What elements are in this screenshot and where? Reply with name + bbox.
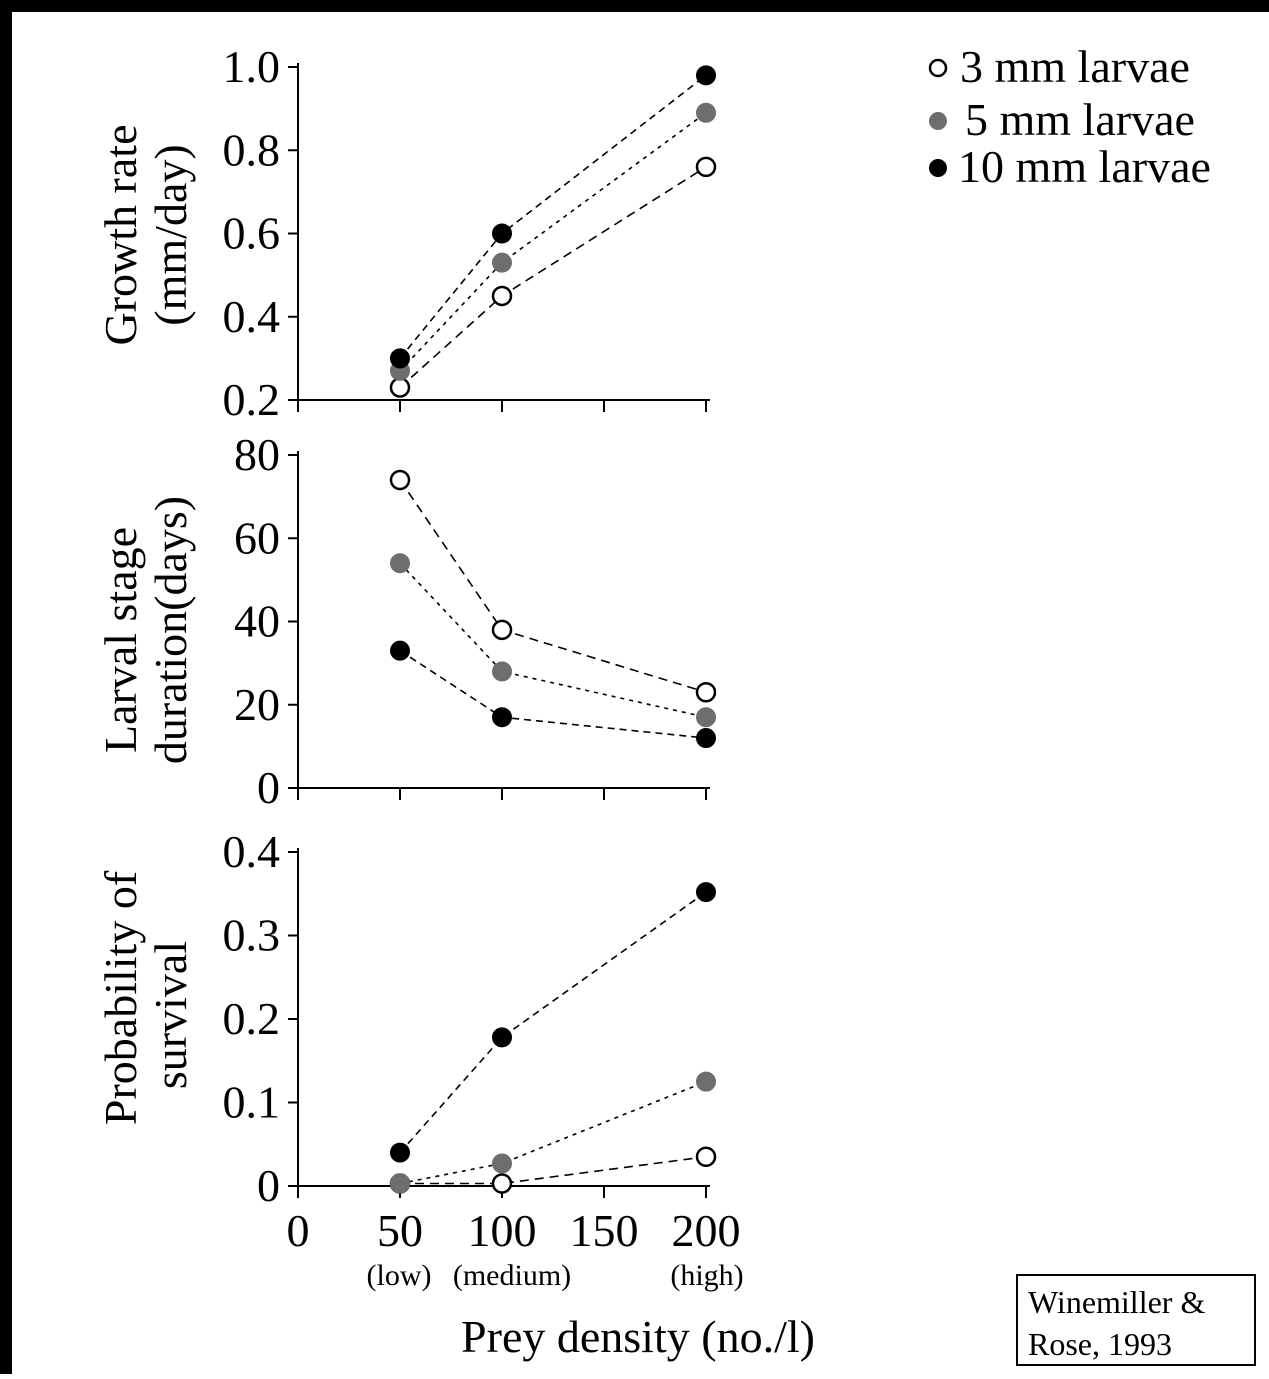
credit-box-border [1016,1274,1256,1366]
x-axis: (low) (medium) (high) Prey density (no./… [367,1259,815,1362]
panel-larval-duration-ytick-label: 60 [234,512,280,563]
panel-survival-point-3mm [695,1146,717,1168]
panel-survival-ytick-label: 0.4 [223,826,281,877]
panel-survival-ylabel-2: survival [145,941,196,1089]
panel-growth-rate-ytick-label: 1.0 [223,41,281,92]
panel-survival-point-3mm [491,1173,513,1194]
panel-larval-duration-ytick-label: 0 [257,762,280,813]
legend: 3 mm larvae 5 mm larvae 10 mm larvae [928,41,1211,192]
panel-survival-point-10mm [492,1027,512,1048]
panel-larval-duration-point-3mm [491,619,513,641]
panel-growth-rate-point-10mm [492,223,512,244]
panel-survival-ytick-label: 0.2 [223,993,281,1044]
x-tick-label: 150 [570,1205,639,1256]
panel-growth-rate-point-5mm [492,252,512,273]
x-axis-label: Prey density (no./l) [461,1311,815,1362]
panel-growth-rate-ytick-label: 0.4 [223,291,281,342]
credit-box: Winemiller & Rose, 1993 [1016,1274,1256,1366]
panel-survival-point-10mm [696,882,716,903]
panel-larval-duration-point-10mm [492,707,512,728]
panel-growth-rate-ytick-label: 0.6 [223,208,281,259]
panel-larval-duration-line-3mm [399,479,707,694]
panel-growth-rate-point-10mm [390,348,410,369]
panel-larval-duration-point-5mm [492,661,512,682]
panel-growth-rate-ytick-label: 0.2 [223,374,281,425]
panel-growth-rate-point-3mm [389,377,411,398]
panel-survival-line-10mm [399,891,707,1154]
panel-growth-rate-point-3mm [491,285,513,307]
panel-larval-duration: Larval stage duration(days) 0 20 40 60 80 [95,429,717,813]
panel-survival-point-5mm [696,1071,716,1092]
panel-growth-rate-line-5mm [399,112,707,372]
panel-larval-duration-point-10mm [696,728,716,749]
panel-larval-duration-point-3mm [389,469,411,491]
panel-larval-duration-point-5mm [696,707,716,728]
panel-growth-rate-line-10mm [399,74,707,359]
panel-larval-duration-ytick-label: 40 [234,596,280,647]
panel-survival-ylabel-1: Probability of [95,870,146,1125]
x-sublabel-medium: (medium) [453,1259,571,1292]
panel-survival-point-5mm [492,1153,512,1174]
legend-marker-10mm [929,159,947,177]
panel-growth-rate: Growth rate (mm/day) 0.2 0.4 0.6 0.8 1.0 [95,41,717,425]
panel-survival-line-5mm [399,1080,707,1185]
legend-label-5mm: 5 mm larvae [965,94,1195,145]
panel-survival-ytick-label: 0 [257,1160,280,1211]
x-tick-label: 50 [377,1205,423,1256]
credit-line-1: Winemiller & [1028,1284,1205,1320]
legend-label-3mm: 3 mm larvae [960,41,1190,92]
credit-line-2: Rose, 1993 [1028,1326,1172,1362]
panel-growth-rate-point-5mm [696,102,716,123]
panel-growth-rate-ylabel-2: (mm/day) [145,144,196,325]
panel-survival-ytick-label: 0.1 [223,1077,281,1128]
panel-survival-point-10mm [390,1142,410,1163]
panel-larval-duration-ytick-label: 20 [234,679,280,730]
panel-survival: Probability of survival 0 0.1 0.2 0.3 0.4 0 50… [95,826,741,1256]
panel-larval-duration-line-10mm [399,649,707,739]
panel-growth-rate-point-10mm [696,65,716,86]
panel-survival-point-5mm [390,1173,410,1194]
x-tick-label: 100 [468,1205,537,1256]
panel-larval-duration-point-10mm [390,640,410,661]
panel-survival-ytick-label: 0.3 [223,910,281,961]
panel-growth-rate-ylabel-1: Growth rate [95,125,146,346]
x-tick-label: 200 [672,1205,741,1256]
panel-growth-rate-line-3mm [399,166,707,389]
x-tick-label: 0 [287,1205,310,1256]
legend-label-10mm: 10 mm larvae [958,141,1211,192]
legend-marker-5mm [929,112,947,130]
panel-growth-rate-point-3mm [695,156,717,178]
legend-marker-3mm [928,58,948,78]
panel-growth-rate-ytick-label: 0.8 [223,124,281,175]
panel-larval-duration-point-5mm [390,553,410,574]
panel-larval-duration-ylabel-1: Larval stage [95,527,146,753]
panel-survival-line-3mm [400,1155,707,1185]
panel-larval-duration-ylabel-2: duration(days) [145,496,196,764]
panel-larval-duration-ytick-label: 80 [234,429,280,480]
x-sublabel-high: (high) [670,1259,743,1292]
panel-larval-duration-point-3mm [695,682,717,703]
panel-larval-duration-line-5mm [399,562,707,719]
x-sublabel-low: (low) [367,1259,432,1292]
